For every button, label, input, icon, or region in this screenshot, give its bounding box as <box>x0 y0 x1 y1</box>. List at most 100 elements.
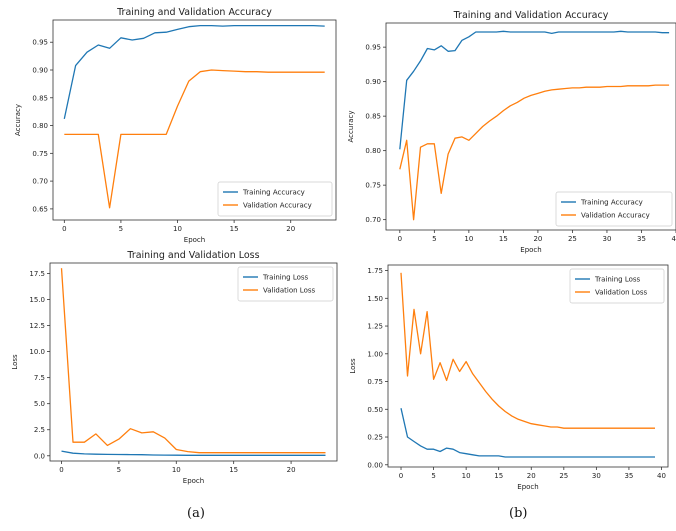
y-tick-label: 0.80 <box>32 122 48 130</box>
y-tick-label: 17.5 <box>29 270 45 278</box>
x-tick-label: 5 <box>119 225 123 233</box>
x-tick-label: 35 <box>624 472 633 480</box>
x-tick-label: 35 <box>637 235 646 243</box>
y-tick-label: 7.5 <box>34 374 45 382</box>
x-tick-label: 15 <box>229 466 238 474</box>
y-axis-label: Loss <box>11 354 19 370</box>
legend-box <box>217 181 333 217</box>
y-tick-label: 1.00 <box>367 350 383 358</box>
x-tick-label: 15 <box>499 235 508 243</box>
series-line-training <box>399 30 670 150</box>
legend: Training Accuracy Validation Accuracy <box>555 191 673 227</box>
series-line-training <box>61 450 326 456</box>
legend-label: Validation Accuracy <box>243 202 312 210</box>
y-tick-label: 0.65 <box>32 205 48 213</box>
legend-box <box>237 266 334 302</box>
y-tick-label: 10.0 <box>29 348 45 356</box>
y-axis-label: Accuracy <box>347 111 355 143</box>
y-tick-label: 0.70 <box>32 178 48 186</box>
y-tick-label: 0.90 <box>32 67 48 75</box>
series-line-validation <box>64 69 325 209</box>
x-tick-label: 5 <box>431 472 435 480</box>
y-tick-label: 0.85 <box>365 113 381 121</box>
legend-box <box>555 191 673 227</box>
y-tick-label: 0.90 <box>365 78 381 86</box>
y-tick-label: 0.50 <box>367 406 383 414</box>
y-tick-label: 5.0 <box>34 400 45 408</box>
y-tick-label: 12.5 <box>29 322 45 330</box>
series-line-training <box>63 24 325 120</box>
x-tick-label: 20 <box>286 225 295 233</box>
x-axis-label: Epoch <box>520 246 541 254</box>
chart-title: Training and Validation Accuracy <box>116 7 272 18</box>
x-tick-label: 20 <box>533 235 542 243</box>
plot-frame <box>387 264 669 468</box>
legend-label: Training Loss <box>262 274 309 282</box>
b-accuracy-chart: Training and Validation Accuracy 0 5 10 15 20… <box>347 10 676 254</box>
y-tick-label: 15.0 <box>29 296 45 304</box>
x-tick-label: 5 <box>117 466 121 474</box>
x-tick-label: 25 <box>559 472 568 480</box>
x-tick-label: 10 <box>462 472 471 480</box>
x-tick-label: 30 <box>592 472 601 480</box>
y-tick-label: 1.25 <box>367 323 383 331</box>
series-line-validation <box>399 84 670 221</box>
x-tick-label: 10 <box>172 466 181 474</box>
legend: Training Loss Validation Loss <box>569 268 665 304</box>
x-tick-label: 10 <box>464 235 473 243</box>
series-line-training <box>400 408 655 458</box>
y-tick-label: 0.80 <box>365 147 381 155</box>
legend: Training Accuracy Validation Accuracy <box>217 181 333 217</box>
x-tick-label: 30 <box>602 235 611 243</box>
x-axis-label: Epoch <box>183 477 204 485</box>
x-tick-label: 20 <box>527 472 536 480</box>
a-accuracy-chart: Training and Validation Accuracy 0 5 10 15 20… <box>14 7 337 244</box>
x-tick-label: 15 <box>230 225 239 233</box>
x-tick-label: 15 <box>494 472 503 480</box>
chart-title: Training and Validation Accuracy <box>453 10 609 21</box>
x-tick-label: 0 <box>399 472 403 480</box>
y-tick-label: 0.85 <box>32 94 48 102</box>
legend-label: Validation Accuracy <box>581 212 650 220</box>
x-axis-label: Epoch <box>517 483 538 491</box>
caption-a: (a) <box>187 506 205 521</box>
x-tick-label: 0 <box>62 225 66 233</box>
caption-b: (b) <box>509 506 528 521</box>
y-tick-label: 1.50 <box>367 295 383 303</box>
x-tick-label: 10 <box>173 225 182 233</box>
x-axis-label: Epoch <box>184 236 205 244</box>
y-tick-label: 0.75 <box>367 378 383 386</box>
legend-label: Validation Loss <box>595 289 647 297</box>
y-tick-label: 0.75 <box>365 182 381 190</box>
legend: Training Loss Validation Loss <box>237 266 334 302</box>
plot-frame <box>49 262 338 462</box>
plot-frame <box>385 22 676 231</box>
legend-label: Training Accuracy <box>580 199 643 207</box>
y-tick-label: 0.95 <box>365 44 381 52</box>
x-tick-label: 20 <box>287 466 296 474</box>
series-line-validation <box>400 272 655 429</box>
legend-label: Training Accuracy <box>242 189 305 197</box>
x-tick-label: 25 <box>568 235 577 243</box>
y-tick-label: 0.95 <box>32 39 48 47</box>
y-tick-label: 0.0 <box>34 452 45 460</box>
legend-label: Validation Loss <box>263 287 315 295</box>
b-loss-chart: 0 5 10 15 20 25 30 35 40 0.00 0.25 0.50 0.75 1.00 1.25… <box>349 264 669 491</box>
series-line-validation <box>60 268 326 454</box>
chart-title: Training and Validation Loss <box>126 250 259 261</box>
plot-frame <box>52 19 337 221</box>
x-tick-label: 0 <box>398 235 402 243</box>
y-axis-label: Loss <box>349 358 357 374</box>
y-tick-label: 0.70 <box>365 216 381 224</box>
x-tick-label: 0 <box>59 466 63 474</box>
x-tick-label: 5 <box>432 235 436 243</box>
y-tick-label: 0.75 <box>32 150 48 158</box>
a-loss-chart: Training and Validation Loss 0 5 10 15 20 0.0 2… <box>11 250 338 485</box>
y-tick-label: 2.5 <box>34 426 45 434</box>
legend-box <box>569 268 665 304</box>
y-tick-label: 0.25 <box>367 434 383 442</box>
y-tick-label: 0.00 <box>367 461 383 469</box>
x-tick-label: 40 <box>672 235 676 243</box>
y-tick-label: 1.75 <box>367 267 383 275</box>
